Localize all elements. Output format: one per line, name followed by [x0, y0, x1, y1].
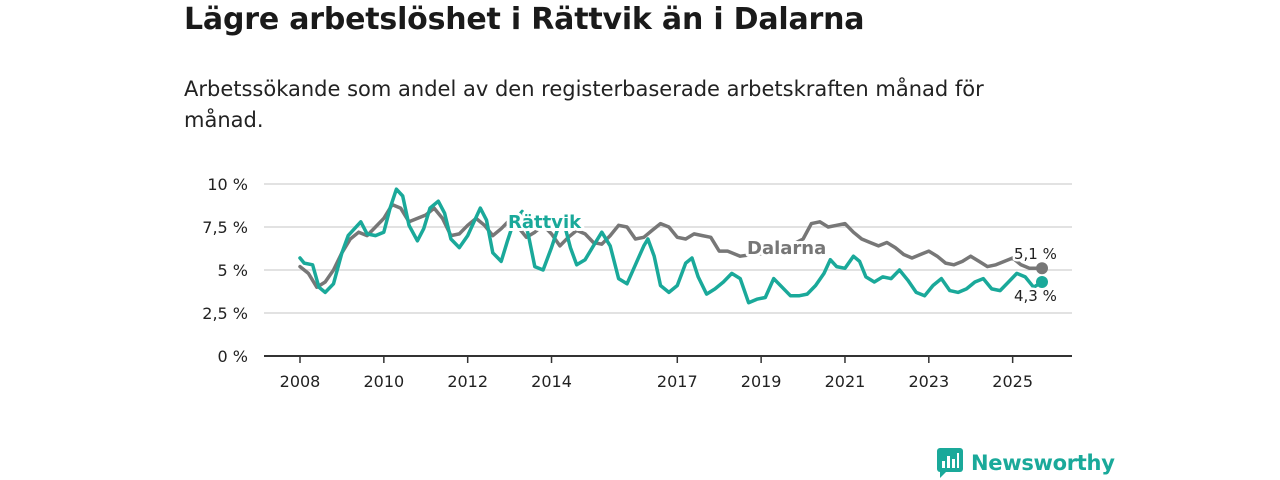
newsworthy-logo-icon	[937, 448, 963, 478]
chart-title: Lägre arbetslöshet i Rättvik än i Dalarn…	[184, 2, 865, 37]
end-point-rattvik	[1036, 276, 1048, 289]
x-tick-label: 2019	[741, 372, 782, 391]
series-label-rattvik-halo: Rättvik	[508, 212, 582, 233]
end-label-dalarna: 5,1 %	[1014, 245, 1057, 263]
y-tick-label: 0 %	[218, 347, 248, 366]
x-tick-label: 2023	[908, 372, 949, 391]
y-tick-label: 5 %	[218, 261, 248, 280]
y-tick-label: 2,5 %	[202, 304, 248, 323]
x-tick-label: 2017	[657, 372, 698, 391]
x-tick-label: 2025	[992, 372, 1033, 391]
x-tick-label: 2010	[363, 372, 404, 391]
end-label-rattvik: 4,3 %	[1014, 287, 1057, 305]
x-tick-label: 2021	[825, 372, 866, 391]
chart-subtitle: Arbetssökande som andel av den registerb…	[184, 77, 984, 132]
series-line-rattvik	[298, 187, 1044, 305]
series-label-dalarna: Dalarna	[747, 238, 826, 259]
x-tick-label: 2012	[447, 372, 488, 391]
newsworthy-brand[interactable]: Newsworthy	[937, 447, 1115, 479]
brand-name: Newsworthy	[971, 451, 1115, 475]
x-tick-label: 2014	[531, 372, 572, 391]
end-point-dalarna	[1036, 262, 1048, 275]
y-tick-label: 10 %	[207, 175, 248, 194]
end-label-rattvik-halo: 4,3 %	[1014, 287, 1057, 305]
x-tick-label: 2008	[280, 372, 321, 391]
series-line-dalarna	[298, 202, 1044, 289]
series-label-rattvik: Rättvik	[508, 212, 582, 233]
y-tick-label: 7,5 %	[202, 218, 248, 237]
line-chart: 0 % 2,5 % 5 % 7,5 % 10 % 2008 2010 2012 2014 2017…	[202, 175, 1072, 391]
series-lines	[298, 187, 1048, 305]
axes: 0 % 2,5 % 5 % 7,5 % 10 % 2008 2010 2012 2014 2017…	[202, 175, 1072, 391]
series-label-dalarna-halo: Dalarna	[747, 238, 826, 259]
end-label-dalarna-halo: 5,1 %	[1014, 245, 1057, 263]
